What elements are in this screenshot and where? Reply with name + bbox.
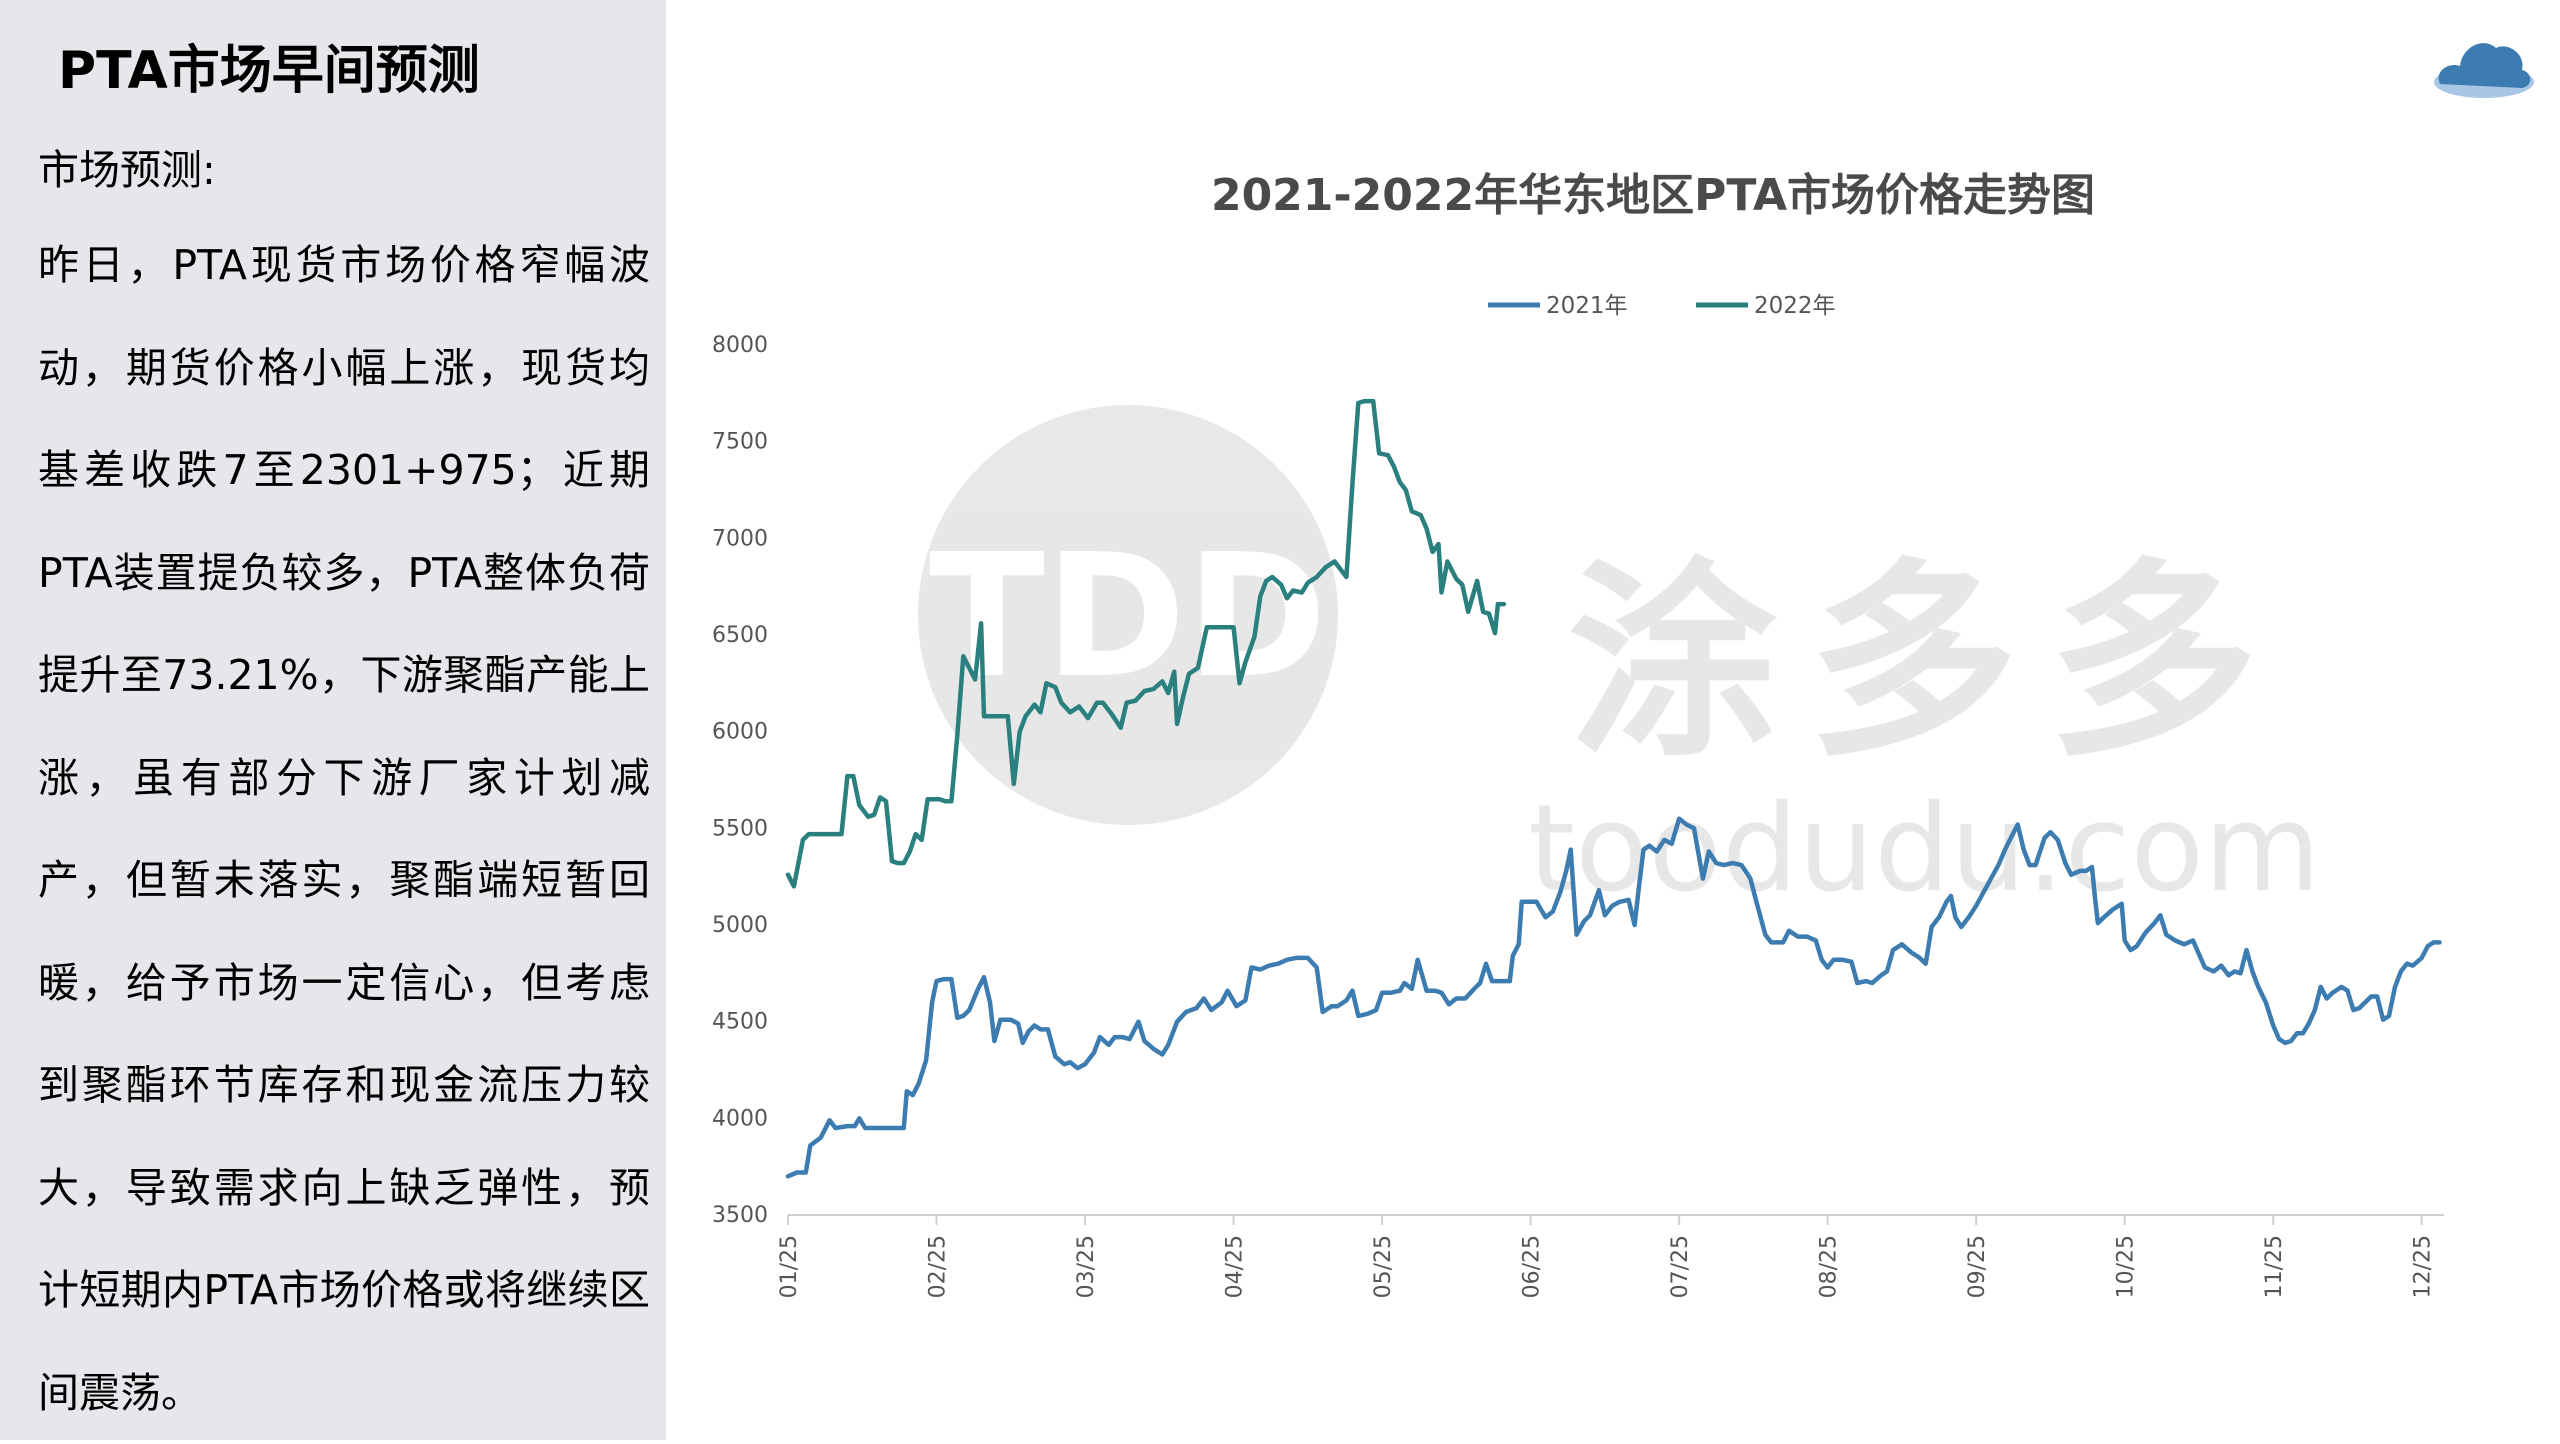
forecast-heading: 市场预测: (38, 146, 216, 194)
x-tick-label: 09/25 (1965, 1235, 1990, 1298)
x-tick-label: 01/25 (777, 1235, 802, 1298)
y-tick-label: 4000 (712, 1106, 768, 1131)
chart-card: TDD 涂多多 toodudu.com 2021-2022年华东地区PTA市场价… (708, 135, 2488, 1307)
watermark: TDD 涂多多 toodudu.com (918, 405, 2321, 919)
y-tick-label: 6500 (712, 623, 768, 648)
chart-title: 2021-2022年华东地区PTA市场价格走势图 (1211, 170, 2095, 221)
y-tick-label: 7500 (712, 430, 768, 455)
legend-label: 2022年 (1754, 293, 1836, 319)
x-tick-label: 02/25 (926, 1235, 951, 1298)
x-tick-label: 11/25 (2262, 1235, 2287, 1298)
y-tick-label: 4500 (712, 1010, 768, 1035)
x-tick-label: 05/25 (1371, 1235, 1396, 1298)
x-tick-label: 10/25 (2114, 1235, 2139, 1298)
series-layer (785, 398, 2442, 1179)
legend: 2021年 2022年 (1488, 293, 1836, 319)
watermark-brand: 涂多多 (1568, 540, 2288, 785)
x-tick-label: 06/25 (1520, 1235, 1545, 1298)
x-tick-label: 08/25 (1817, 1235, 1842, 1298)
y-tick-label: 8000 (712, 333, 768, 358)
y-tick-label: 5000 (712, 913, 768, 938)
y-tick-label: 7000 (712, 526, 768, 551)
y-axis: 3500 4000 4500 5000 5500 6000 6500 7000 7500 8000 (712, 333, 768, 1228)
x-tick-label: 07/25 (1668, 1235, 1693, 1298)
forecast-text: 昨日，PTA现货市场价格窄幅波动，期货价格小幅上涨，现货均基差收跌7至2301+… (38, 241, 650, 1417)
page-title: PTA市场早间预测 (58, 41, 480, 101)
y-tick-label: 5500 (712, 816, 768, 841)
series-line-2022 (785, 398, 1507, 889)
cloud-logo-icon (2434, 43, 2534, 98)
x-tick-label: 04/25 (1223, 1235, 1248, 1298)
y-tick-label: 3500 (712, 1203, 768, 1228)
x-tick-label: 03/25 (1074, 1235, 1099, 1298)
series-line-2021 (785, 816, 2442, 1179)
sidebar: PTA市场早间预测 市场预测: 昨日，PTA现货市场价格窄幅波动，期货价格小幅上… (0, 0, 666, 1440)
price-trend-chart: TDD 涂多多 toodudu.com 2021-2022年华东地区PTA市场价… (712, 170, 2444, 1298)
watermark-logo-text: TDD (929, 518, 1327, 716)
x-tick-label: 12/25 (2411, 1235, 2436, 1298)
x-axis: 01/25 02/25 03/25 04/25 05/25 06/25 07/25 08/25… (777, 1214, 2444, 1298)
y-tick-label: 6000 (712, 720, 768, 745)
legend-label: 2021年 (1546, 293, 1628, 319)
